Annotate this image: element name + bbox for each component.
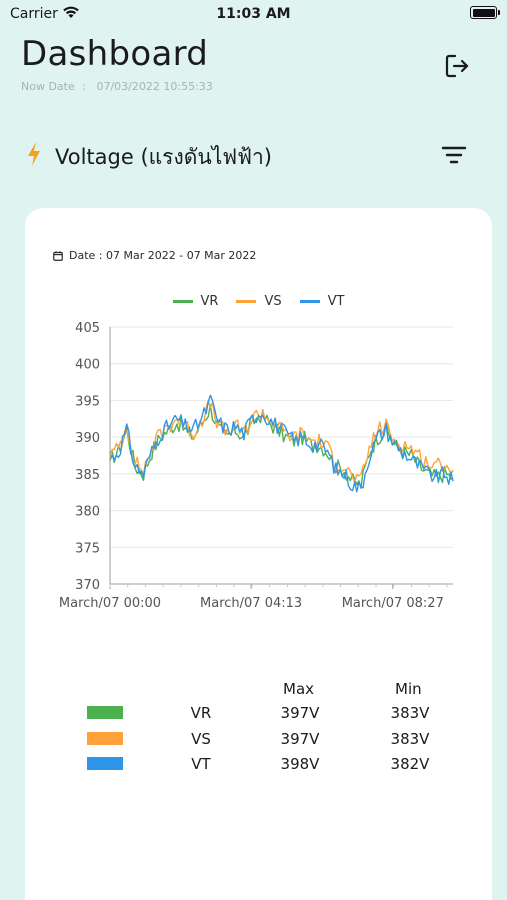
page-title: Dashboard — [21, 34, 209, 74]
summary-name-vt: VT — [191, 755, 211, 773]
summary-min-vt: 382V — [390, 755, 430, 773]
y-tick-label: 390 — [75, 431, 100, 446]
summary-min-vr: 383V — [390, 704, 430, 722]
legend-label-vs: VS — [264, 294, 282, 309]
chart-legend: VR VS VT — [25, 294, 492, 309]
y-tick-label: 385 — [75, 468, 100, 483]
summary-swatch-vt — [87, 757, 123, 770]
summary-row-vt: VT 398V 382V — [25, 755, 492, 777]
battery-icon — [470, 6, 500, 19]
voltage-card: Date : 07 Mar 2022 - 07 Mar 2022 VR VS V… — [25, 208, 492, 900]
legend-label-vr: VR — [200, 294, 219, 309]
summary-max-vr: 397V — [280, 704, 320, 722]
y-tick-label: 370 — [75, 578, 100, 593]
now-date: Now Date : 07/03/2022 10:55:33 — [21, 80, 213, 93]
x-tick-label: March/07 08:27 — [342, 596, 444, 611]
min-column-header: Min — [395, 680, 422, 698]
now-date-separator: : — [82, 80, 86, 93]
date-range-text: Date : 07 Mar 2022 - 07 Mar 2022 — [69, 249, 257, 262]
clock: 11:03 AM — [216, 6, 291, 22]
summary-row-vs: VS 397V 383V — [25, 730, 492, 752]
now-date-value: 07/03/2022 10:55:33 — [96, 80, 213, 93]
wifi-icon — [63, 6, 79, 18]
summary-max-vt: 398V — [280, 755, 320, 773]
logout-icon — [445, 54, 469, 78]
lightning-bolt-icon — [28, 142, 40, 166]
max-column-header: Max — [283, 680, 315, 698]
voltage-line-chart: 405 400 395 390 385 380 375 370 March/07 00:00 Ma… — [59, 321, 454, 611]
y-tick-label: 375 — [75, 541, 100, 556]
calendar-icon — [53, 250, 63, 261]
legend-item-vs[interactable]: VS — [236, 294, 282, 309]
y-tick-label: 405 — [75, 321, 100, 336]
series-line-vs — [109, 399, 454, 484]
filter-icon — [441, 146, 467, 164]
y-tick-label: 400 — [75, 358, 100, 373]
legend-label-vt: VT — [327, 294, 345, 309]
legend-swatch-vr — [172, 300, 193, 303]
section-title: Voltage (แรงดันไฟฟ้า) — [55, 145, 272, 169]
summary-swatch-vs — [87, 732, 123, 745]
summary-row-vr: VR 397V 383V — [25, 704, 492, 726]
legend-item-vr[interactable]: VR — [172, 294, 219, 309]
filter-button[interactable] — [440, 143, 468, 167]
x-tick-label: March/07 00:00 — [59, 596, 161, 611]
date-range[interactable]: Date : 07 Mar 2022 - 07 Mar 2022 — [53, 249, 256, 262]
series-line-vr — [109, 404, 454, 489]
summary-swatch-vr — [87, 706, 123, 719]
y-tick-label: 380 — [75, 505, 100, 520]
legend-swatch-vt — [299, 300, 320, 303]
y-tick-label: 395 — [75, 394, 100, 409]
logout-button[interactable] — [443, 52, 471, 80]
now-date-label: Now Date — [21, 80, 75, 93]
summary-max-vs: 397V — [280, 730, 320, 748]
summary-name-vr: VR — [190, 704, 212, 722]
status-bar: Carrier 11:03 AM — [0, 0, 507, 30]
carrier-label: Carrier — [10, 6, 58, 22]
summary-min-vs: 383V — [390, 730, 430, 748]
legend-swatch-vs — [236, 300, 257, 303]
legend-item-vt[interactable]: VT — [299, 294, 345, 309]
series-line-vt — [109, 394, 454, 493]
x-tick-label: March/07 04:13 — [200, 596, 302, 611]
summary-name-vs: VS — [191, 730, 211, 748]
